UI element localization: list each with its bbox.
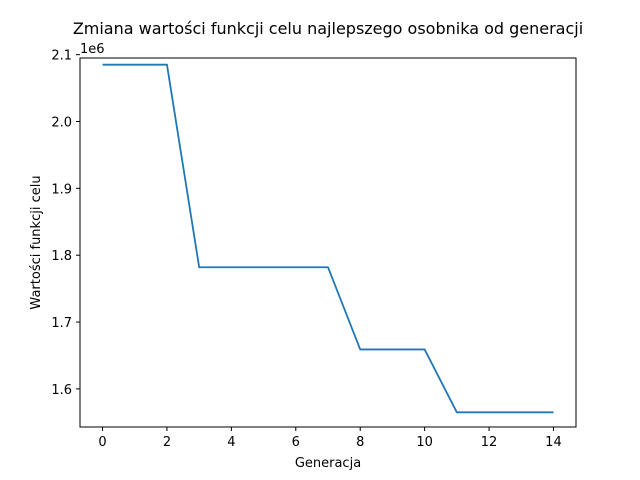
x-tick-label: 12 [481,435,498,450]
x-tick-label: 4 [227,435,235,450]
chart-title: Zmiana wartości funkcji celu najlepszego… [73,19,583,38]
y-offset-label: 1e6 [80,42,105,57]
series-line [102,63,554,414]
x-tick-label: 2 [163,435,171,450]
y-tick-label: 1.9 [51,182,72,197]
x-axis-label: Generacja [295,456,361,471]
x-tick-label: 10 [416,435,433,450]
y-tick-label: 2.1 [51,49,72,64]
plot-area: 0 2 4 6 8 10 12 14 1.6 1.7 1.8 1.9 2.0 2.1 [51,49,561,450]
x-tick-label: 8 [356,435,364,450]
x-tick-label: 6 [292,435,300,450]
x-tick-label: 0 [98,435,106,450]
plot-frame [79,57,577,428]
y-tick-label: 1.7 [51,316,72,331]
y-tick-label: 1.6 [51,383,72,398]
x-tick-label: 14 [545,435,562,450]
y-tick-label: 1.8 [51,249,72,264]
y-axis-label: Wartości funkcji celu [29,175,44,309]
y-tick-label: 2.0 [51,116,72,131]
